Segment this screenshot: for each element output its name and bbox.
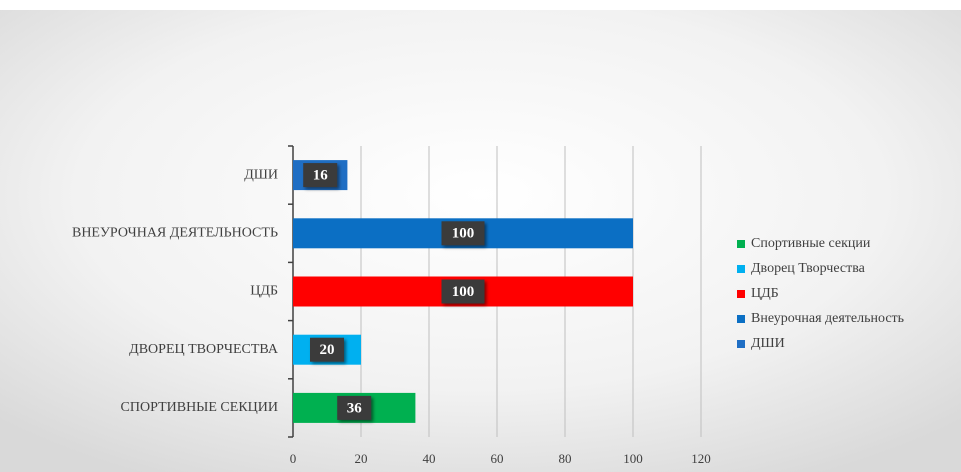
legend-marker xyxy=(737,240,745,248)
data-label: 20 xyxy=(320,342,335,358)
data-label: 36 xyxy=(347,400,363,416)
legend-marker xyxy=(737,340,745,348)
y-tick-label: ВНЕУРОЧНАЯ ДЕЯТЕЛЬНОСТЬ xyxy=(72,226,278,241)
y-tick-label: ДВОРЕЦ ТВОРЧЕСТВА xyxy=(129,342,279,357)
data-label: 16 xyxy=(313,168,329,184)
data-label-box xyxy=(337,395,372,420)
data-label-box xyxy=(441,221,485,246)
data-label: 100 xyxy=(452,284,475,300)
legend-marker xyxy=(737,315,745,323)
x-tick-label: 40 xyxy=(423,451,436,466)
legend-marker xyxy=(737,290,745,298)
x-tick-label: 20 xyxy=(355,451,368,466)
x-tick-label: 80 xyxy=(559,451,572,466)
y-tick-label: СПОРТИВНЫЕ СЕКЦИИ xyxy=(121,400,278,415)
legend-label: Спортивные секции xyxy=(751,236,871,251)
legend-label: ДШИ xyxy=(751,336,785,351)
x-tick-label: 120 xyxy=(691,451,711,466)
data-label-box xyxy=(303,163,338,188)
legend-marker xyxy=(737,265,745,273)
data-label-box xyxy=(310,337,344,362)
legend-label: ЦДБ xyxy=(751,286,779,301)
y-tick-label: ЦДБ xyxy=(250,284,278,299)
x-tick-label: 60 xyxy=(491,451,504,466)
data-label-box xyxy=(441,279,485,304)
legend-label: Дворец Творчества xyxy=(751,261,866,276)
x-tick-label: 0 xyxy=(290,451,297,466)
y-tick-label: ДШИ xyxy=(244,167,278,182)
top-strip xyxy=(0,0,961,10)
x-tick-label: 100 xyxy=(623,451,643,466)
legend-label: Внеурочная деятельность xyxy=(751,311,904,326)
data-label: 100 xyxy=(452,226,475,242)
